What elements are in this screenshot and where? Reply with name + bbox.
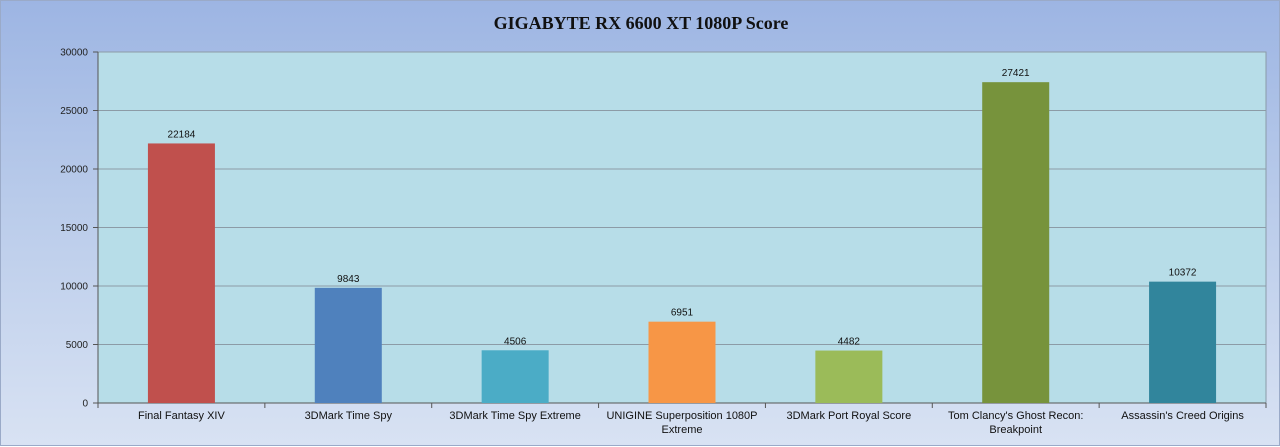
- y-tick-label: 25000: [60, 106, 88, 117]
- y-tick-label: 30000: [60, 48, 88, 59]
- bar: [147, 143, 215, 403]
- x-tick-label: Tom Clancy's Ghost Recon: Breakpoint: [948, 410, 1083, 436]
- x-tick-label: 3DMark Port Royal Score: [786, 410, 911, 422]
- bar: [982, 82, 1050, 403]
- x-tick-label: Final Fantasy XIV: [138, 410, 225, 422]
- x-tick-label: UNIGINE Superposition 1080P Extreme: [606, 410, 757, 436]
- bar: [815, 350, 883, 403]
- data-label: 6951: [671, 308, 694, 319]
- bar: [1149, 281, 1217, 403]
- x-tick-label: Assassin's Creed Origins: [1121, 410, 1244, 422]
- y-tick-label: 5000: [66, 340, 89, 351]
- y-tick-label: 20000: [60, 165, 88, 176]
- y-tick-label: 10000: [60, 282, 88, 293]
- data-label: 27421: [1002, 68, 1030, 79]
- y-tick-label: 0: [82, 399, 88, 410]
- bar: [314, 287, 382, 403]
- x-tick-label: 3DMark Time Spy: [305, 410, 393, 422]
- chart-title: GIGABYTE RX 6600 XT 1080P Score: [493, 13, 789, 33]
- x-tick-label: 3DMark Time Spy Extreme: [449, 410, 580, 422]
- bar: [648, 321, 716, 403]
- data-label: 4506: [504, 336, 527, 347]
- y-tick-label: 15000: [60, 223, 88, 234]
- bar: [481, 350, 549, 403]
- data-label: 9843: [337, 274, 360, 285]
- data-label: 4482: [838, 337, 861, 348]
- data-label: 22184: [168, 129, 196, 140]
- data-label: 10372: [1169, 268, 1197, 279]
